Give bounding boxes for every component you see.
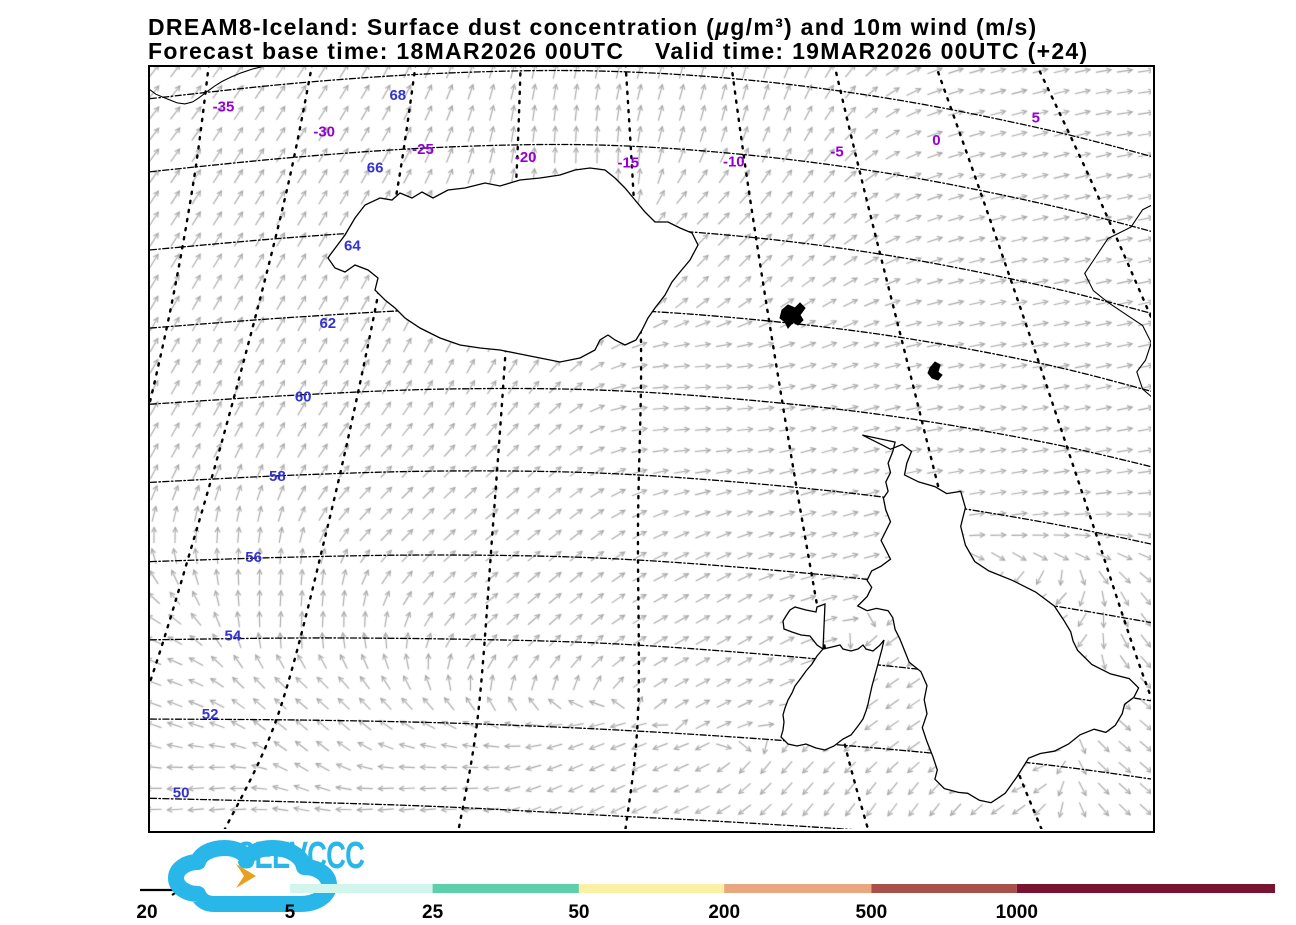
svg-text:500: 500 [856, 902, 888, 923]
svg-text:200: 200 [708, 902, 740, 923]
svg-text:1000: 1000 [996, 902, 1038, 923]
svg-text:50: 50 [568, 902, 589, 923]
svg-text:20: 20 [136, 902, 157, 923]
svg-text:SEEVCCC: SEEVCCC [237, 835, 364, 877]
svg-text:5: 5 [285, 902, 296, 923]
svg-text:25: 25 [422, 902, 444, 923]
